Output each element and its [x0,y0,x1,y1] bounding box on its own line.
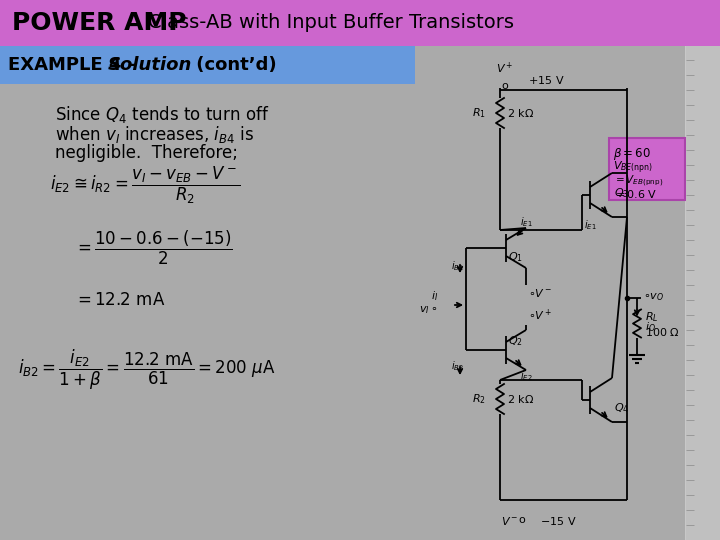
Text: o: o [502,81,508,91]
Text: $R_2$: $R_2$ [472,392,486,406]
Text: $i_{E1}$: $i_{E1}$ [520,215,533,229]
Text: $\circ v_O$: $\circ v_O$ [643,292,665,303]
Text: $\beta = 60$: $\beta = 60$ [613,146,651,162]
Text: $i_{B2} = \dfrac{i_{E2}}{1+\beta} = \dfrac{12.2\mathrm{\ mA}}{61} = 200\ \mu\mat: $i_{B2} = \dfrac{i_{E2}}{1+\beta} = \dfr… [18,348,276,392]
Text: $= \dfrac{10 - 0.6 - (-15)}{2}$: $= \dfrac{10 - 0.6 - (-15)}{2}$ [74,229,233,267]
Text: $+15$ V: $+15$ V [528,74,564,86]
Text: $i_{E2}$: $i_{E2}$ [520,369,533,383]
Bar [0,0,720,46]
Text: $i_I$: $i_I$ [431,289,438,303]
Text: $i_{B2}$: $i_{B2}$ [451,359,464,373]
Text: when $v_I$ increases, $i_{B4}$ is: when $v_I$ increases, $i_{B4}$ is [55,124,254,145]
Text: $Q_4$: $Q_4$ [614,401,629,415]
Bar [0,84,415,540]
Text: $Q_1$: $Q_1$ [508,250,523,264]
Bar [686,46,720,540]
Text: $\circ V^-$: $\circ V^-$ [528,287,552,299]
Text: $= 0.6\ \mathrm{V}$: $= 0.6\ \mathrm{V}$ [613,188,657,200]
Text: $Q_2$: $Q_2$ [508,334,523,348]
Text: POWER AMP: POWER AMP [12,11,186,35]
Text: Class-AB with Input Buffer Transistors: Class-AB with Input Buffer Transistors [148,14,514,32]
Text: $V_{BE\mathrm{(npn)}}$: $V_{BE\mathrm{(npn)}}$ [613,160,653,177]
Text: $2\ \mathrm{k\Omega}$: $2\ \mathrm{k\Omega}$ [507,393,534,405]
Text: $v_I \circ$: $v_I \circ$ [420,304,438,316]
Text: (cont’d): (cont’d) [190,56,276,74]
Text: $2\ \mathrm{k\Omega}$: $2\ \mathrm{k\Omega}$ [507,107,534,119]
Text: $\circ V^+$: $\circ V^+$ [528,308,552,323]
Text: $R_1$: $R_1$ [472,106,486,120]
Text: $= 12.2\mathrm{\ mA}$: $= 12.2\mathrm{\ mA}$ [74,291,166,309]
Text: o: o [518,515,526,525]
Text: Solution: Solution [108,56,192,74]
Text: negligible.  Therefore;: negligible. Therefore; [55,144,238,162]
Text: $Q_3$: $Q_3$ [614,186,629,200]
Text: $V^-$: $V^-$ [501,515,519,527]
Text: $V^+$: $V^+$ [496,60,514,76]
Text: $i_{B1}$: $i_{B1}$ [451,259,464,273]
Bar [415,46,685,540]
Text: $R_L$: $R_L$ [645,310,659,325]
Text: $-15$ V: $-15$ V [540,515,577,527]
Text: $i_{E2} \cong i_{R2} = \dfrac{v_I - v_{EB} - V^-}{R_2}$: $i_{E2} \cong i_{R2} = \dfrac{v_I - v_{E… [50,164,241,206]
Bar [609,138,685,200]
Text: $i_{E1}$: $i_{E1}$ [584,218,597,232]
Text: $100\ \Omega$: $100\ \Omega$ [645,326,680,338]
Text: EXAMPLE 4 –: EXAMPLE 4 – [8,56,143,74]
Bar [685,46,720,540]
Text: Since $Q_4$ tends to turn off: Since $Q_4$ tends to turn off [55,104,269,125]
Bar [0,46,415,84]
Text: $= V_{EB\mathrm{(pnp)}}$: $= V_{EB\mathrm{(pnp)}}$ [613,174,663,190]
Text: $i_O$: $i_O$ [645,321,656,334]
